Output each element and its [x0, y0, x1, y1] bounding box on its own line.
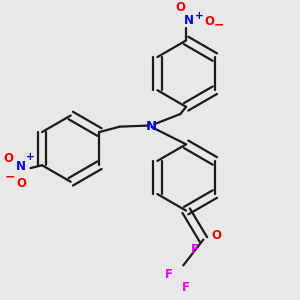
Text: N: N — [15, 160, 26, 173]
Text: O: O — [204, 15, 214, 28]
Text: F: F — [182, 280, 190, 294]
Text: F: F — [191, 243, 199, 256]
Text: F: F — [165, 268, 173, 281]
Text: +: + — [26, 152, 35, 162]
Text: −: − — [214, 18, 224, 31]
Text: N: N — [184, 14, 194, 27]
Text: O: O — [4, 152, 14, 164]
Text: O: O — [175, 1, 185, 14]
Text: N: N — [146, 120, 157, 133]
Text: +: + — [195, 11, 203, 21]
Text: −: − — [5, 170, 16, 183]
Text: O: O — [212, 229, 221, 242]
Text: O: O — [17, 178, 27, 190]
